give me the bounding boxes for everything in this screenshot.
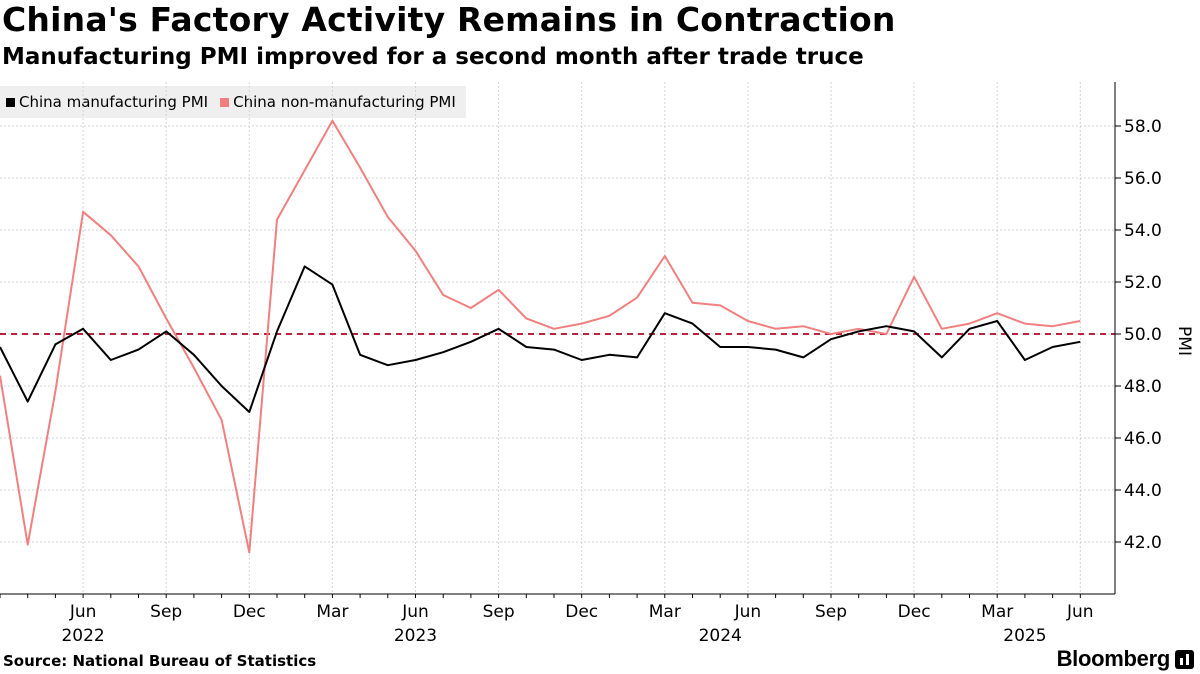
y-tick-label: 46.0 <box>1124 429 1162 449</box>
legend-swatch-manufacturing <box>6 97 15 107</box>
legend-item-manufacturing: China manufacturing PMI <box>6 93 208 111</box>
y-tick-label: 42.0 <box>1124 533 1162 553</box>
x-tick-label: Jun <box>1066 602 1094 622</box>
x-year-label: 2023 <box>394 626 437 646</box>
series-lines <box>0 119 1081 554</box>
legend-swatch-non-manufacturing <box>220 97 230 107</box>
legend-item-non-manufacturing: China non-manufacturing PMI <box>220 93 456 111</box>
x-year-label: 2022 <box>61 626 104 646</box>
x-tick-label: Jun <box>401 602 429 622</box>
y-tick-label: 50.0 <box>1124 325 1162 345</box>
x-year-label: 2025 <box>1003 626 1046 646</box>
y-tick-label: 44.0 <box>1124 481 1162 501</box>
x-tick-label: Jun <box>69 602 97 622</box>
x-tick-label: Mar <box>981 602 1013 622</box>
y-tick-label: 56.0 <box>1124 169 1162 189</box>
x-tick-label: Mar <box>316 602 348 622</box>
bloomberg-logo: Bloomberg <box>1056 646 1171 671</box>
y-tick-label: 48.0 <box>1124 377 1162 397</box>
y-axis-title: PMI <box>1174 326 1194 356</box>
chart-subtitle: Manufacturing PMI improved for a second … <box>2 44 864 70</box>
x-axis: Jun Sep Dec Mar Jun Sep Dec Mar Jun Sep Dec Mar Jun 2… <box>0 593 1115 646</box>
y-tick-label: 54.0 <box>1124 221 1162 241</box>
source-note: Source: National Bureau of Statistics <box>3 652 317 670</box>
chart-title: China's Factory Activity Remains in Cont… <box>2 0 896 39</box>
x-tick-label: Jun <box>734 602 762 622</box>
x-tick-label: Sep <box>815 602 847 622</box>
x-tick-label: Sep <box>483 602 515 622</box>
x-tick-label: Dec <box>898 602 931 622</box>
legend: China manufacturing PMI China non-manufa… <box>0 86 466 118</box>
legend-label-manufacturing: China manufacturing PMI <box>19 93 209 111</box>
gridlines <box>0 82 1115 594</box>
x-tick-label: Dec <box>233 602 266 622</box>
bloomberg-chart-icon <box>1175 650 1194 669</box>
y-tick-label: 52.0 <box>1124 273 1162 293</box>
legend-label-non-manufacturing: China non-manufacturing PMI <box>233 93 456 111</box>
y-axis: 42.0 44.0 46.0 48.0 50.0 52.0 54.0 56.0 58.0 PMI <box>1114 82 1194 594</box>
x-tick-label: Dec <box>565 602 598 622</box>
x-tick-label: Sep <box>150 602 182 622</box>
x-tick-label: Mar <box>649 602 681 622</box>
x-year-label: 2024 <box>699 626 742 646</box>
line-series-manufacturing <box>0 265 1081 413</box>
y-tick-label: 58.0 <box>1124 117 1162 137</box>
